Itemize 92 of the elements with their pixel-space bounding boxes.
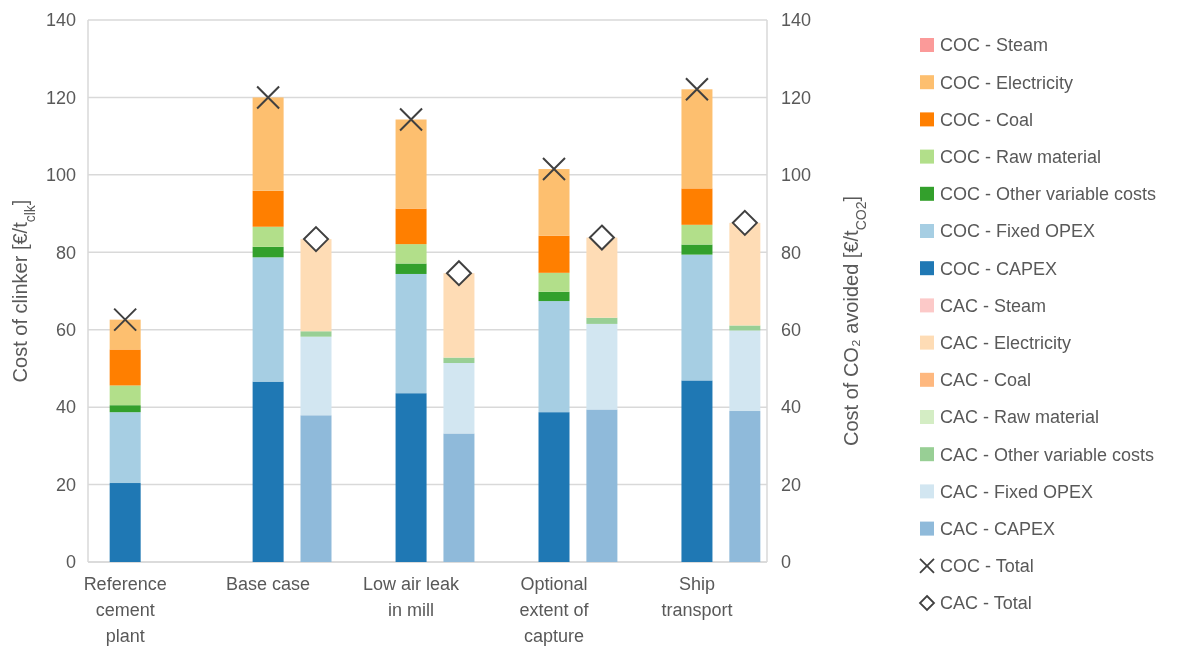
point <box>256 85 281 110</box>
bar <box>681 244 713 255</box>
y2-tick-label: 120 <box>781 87 812 108</box>
y-tick-label: 100 <box>45 165 76 186</box>
bar <box>586 317 618 324</box>
bar <box>395 273 427 394</box>
legend-label: COC - Coal <box>940 109 1034 130</box>
point <box>303 226 329 253</box>
bar <box>443 433 475 562</box>
bar <box>729 411 761 562</box>
legend-label: COC - Raw material <box>940 146 1102 167</box>
legend-label: COC - Steam <box>940 35 1049 56</box>
bar <box>109 405 141 413</box>
point <box>731 209 758 236</box>
y2-tick-label: 0 <box>781 552 792 573</box>
legend-label: CAC - Raw material <box>940 407 1100 428</box>
legend-label: COC - Total <box>940 556 1034 577</box>
bar <box>395 244 427 264</box>
bar <box>729 330 761 412</box>
bar <box>681 224 713 245</box>
legend-label: COC - Other variable costs <box>940 184 1157 205</box>
legend-label: CAC - Steam <box>940 295 1047 316</box>
y-tick-label: 120 <box>45 87 76 108</box>
bar <box>729 325 761 331</box>
legend-label: COC - Fixed OPEX <box>940 221 1096 242</box>
bar <box>252 246 284 258</box>
bar <box>109 349 141 386</box>
legend-label: CAC - Total <box>940 593 1032 614</box>
y2-tick-label: 40 <box>781 397 802 418</box>
point <box>684 77 709 102</box>
bar <box>252 381 284 562</box>
bar <box>252 97 284 191</box>
bar <box>300 239 332 332</box>
y2-tick-label: 100 <box>781 165 812 186</box>
bar <box>538 272 570 292</box>
bar <box>252 226 284 247</box>
bar <box>681 380 713 562</box>
y-tick-label: 0 <box>65 552 76 573</box>
x-tick-label: Reference cement plant <box>83 574 167 646</box>
x-tick-label: Low air leak in mill <box>363 574 461 620</box>
y-tick-label: 80 <box>55 242 76 263</box>
bar <box>681 254 713 381</box>
bar <box>395 393 427 562</box>
y2-tick-label: 140 <box>781 10 812 31</box>
y2-tick-label: 80 <box>781 242 802 263</box>
y-tick-label: 20 <box>55 474 76 495</box>
bar <box>586 409 618 562</box>
point <box>445 260 472 287</box>
legend-label: CAC - Electricity <box>940 332 1072 353</box>
bar <box>395 208 427 245</box>
bar <box>538 291 570 302</box>
bar <box>252 190 284 227</box>
bar <box>252 257 284 382</box>
point <box>588 224 615 251</box>
bar <box>538 412 570 562</box>
bar <box>681 89 713 189</box>
point <box>113 307 138 332</box>
bar <box>300 336 332 416</box>
bar <box>538 169 570 236</box>
bar <box>538 301 570 413</box>
legend-label: CAC - Other variable costs <box>940 444 1155 465</box>
legend-label: CAC - Coal <box>940 370 1032 391</box>
point <box>399 107 424 132</box>
bar <box>586 237 618 318</box>
bar <box>109 319 141 350</box>
y-tick-label: 60 <box>55 320 76 341</box>
bar <box>109 385 141 406</box>
x-tick-label: Optional extent of capture <box>519 574 590 646</box>
y-tick-label: 40 <box>55 397 76 418</box>
point <box>542 157 567 182</box>
bar <box>395 263 427 274</box>
legend-label: CAC - Fixed OPEX <box>940 481 1094 502</box>
x-tick-label: Base case <box>226 574 311 594</box>
bar <box>681 188 713 225</box>
bar <box>300 415 332 562</box>
bar <box>109 483 141 562</box>
legend-label: CAC - CAPEX <box>940 518 1056 539</box>
bar <box>443 357 475 364</box>
bar <box>586 323 618 410</box>
y2-tick-label: 20 <box>781 474 802 495</box>
bar <box>300 331 332 337</box>
bar <box>538 235 570 273</box>
y2-tick-label: 60 <box>781 320 802 341</box>
legend-label: COC - CAPEX <box>940 258 1058 279</box>
bar <box>395 119 427 209</box>
bar <box>109 412 141 484</box>
bar <box>443 363 475 434</box>
x-tick-label: Ship transport <box>661 574 733 620</box>
bar <box>729 222 761 326</box>
y-tick-label: 140 <box>45 10 76 31</box>
legend-label: COC - Electricity <box>940 72 1074 93</box>
bar <box>443 273 475 358</box>
